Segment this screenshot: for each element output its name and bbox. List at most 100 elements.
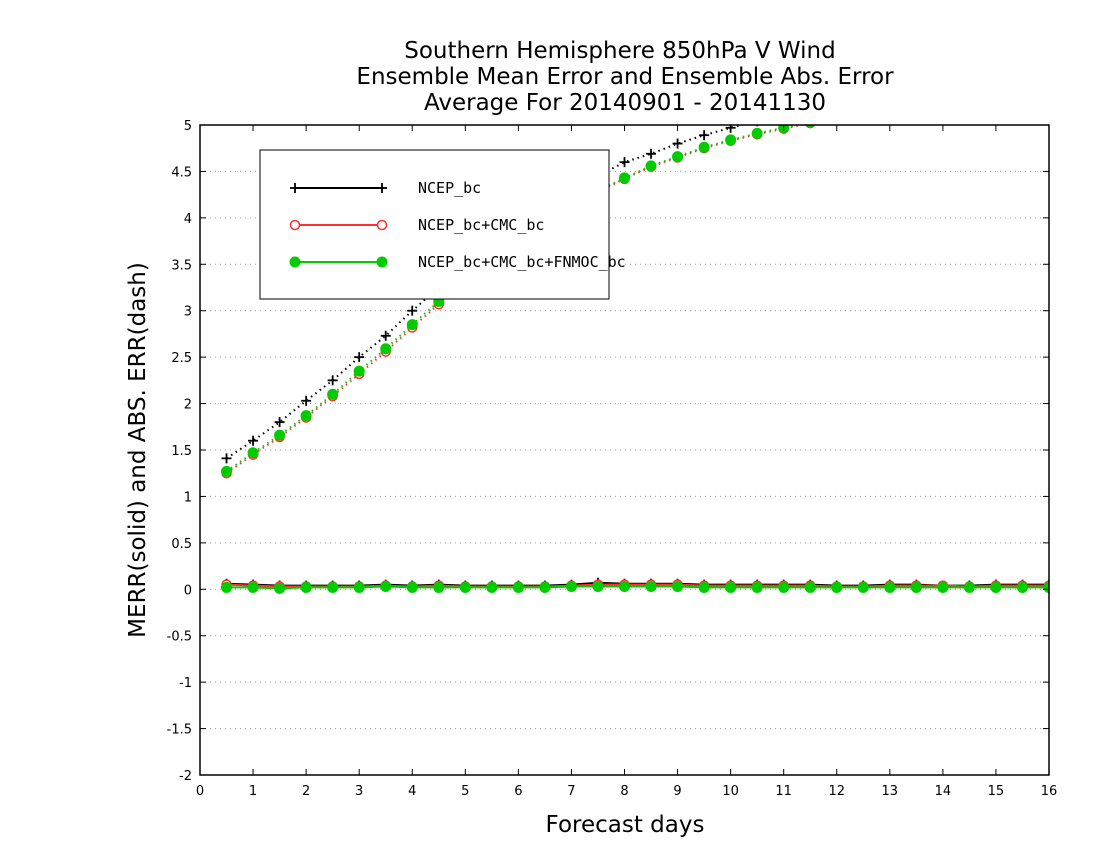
legend-marker [377,183,387,193]
abs-err-point [938,94,948,104]
x-tick-label: 13 [882,784,899,799]
merr-point [327,581,339,593]
abs-err-point [1044,67,1054,77]
abs-err-point [619,172,630,184]
abs-err-point [646,148,657,159]
legend-marker [376,219,388,231]
abs-err-point [964,78,974,88]
legend-label: NCEP_bc+CMC_bc [418,216,544,234]
x-tick-label: 2 [302,784,310,799]
y-tick-label: 2 [184,398,192,413]
merr-point [353,581,365,593]
abs-err-point [938,82,948,92]
legend-item: NCEP_bc+CMC_bc+FNMOC_bc [289,253,626,271]
y-tick-label: 3 [184,305,192,320]
chart-title: Southern Hemisphere 850hPa V Wind Ensemb… [356,38,894,116]
abs-err-point [221,465,233,477]
abs-err-point [248,435,259,446]
abs-err-point [672,138,683,149]
x-tick-label: 3 [355,784,363,799]
abs-err-point [911,98,921,108]
abs-err-point [832,113,841,122]
merr-point [672,581,684,592]
x-tick-label: 16 [1041,784,1058,799]
merr-point [751,581,763,593]
x-tick-label: 15 [988,784,1005,799]
abs-err-point [247,447,259,459]
merr-point [1016,581,1028,593]
x-tick-label: 12 [828,784,845,799]
merr-point [698,581,710,593]
abs-err-point [858,107,868,117]
abs-err-point [353,365,365,377]
chart-title-line-1: Southern Hemisphere 850hPa V Wind [404,38,835,64]
abs-err-point [221,453,232,464]
abs-err-point [912,99,921,108]
legend-item: NCEP_bc+CMC_bc [289,216,544,234]
merr-point [247,581,259,593]
abs-err-point [1018,84,1027,93]
abs-err-point [964,90,974,100]
legend-marker [290,183,300,193]
abs-err-point [938,95,947,104]
merr-line [226,585,1049,590]
abs-err-point [274,417,285,428]
abs-err-point [1017,83,1027,93]
y-tick-label: 4.5 [171,165,192,180]
x-tick-label: 14 [935,784,952,799]
abs-err-point [406,319,418,331]
x-tick-label: 4 [408,784,416,799]
merr-point [725,581,737,593]
abs-err-point [885,90,895,100]
abs-err-point [885,104,894,113]
merr-point [486,581,498,593]
merr-point [990,581,1002,593]
abs-err-point [832,100,842,110]
y-tick-label: 3.5 [171,258,192,273]
abs-err-point [991,88,1000,97]
legend-marker [376,256,388,268]
chart-title-line-3: Average For 20140901 - 20141130 [424,90,826,116]
abs-err-point [672,151,684,163]
y-tick-label: 1.5 [171,444,192,459]
merr-point [831,581,843,593]
merr-point [910,581,922,593]
abs-err-point [911,87,921,97]
x-tick-label: 10 [722,784,739,799]
legend-item: NCEP_bc [290,179,481,197]
merr-point [274,582,286,594]
merr-point [380,581,392,592]
x-tick-label: 9 [673,784,681,799]
merr-point [884,581,896,593]
merr-point [963,581,975,593]
y-tick-label: 0.5 [171,537,192,552]
abs-err-point [274,429,286,441]
abs-err-point [1045,81,1054,90]
merr-point [300,581,312,593]
abs-err-point [380,330,391,341]
abs-err-point [885,102,895,112]
x-tick-label: 8 [620,784,628,799]
y-tick-label: -2 [179,769,192,784]
merr-point [539,581,551,593]
abs-err-point [991,87,1001,97]
axis-ticks: -2-1.5-1-0.500.511.522.533.544.550 1 2 3 4 5 6… [167,119,1058,799]
x-tick-label: 11 [775,784,792,799]
merr-point [221,581,233,593]
abs-err-point [300,410,312,422]
merr-point [592,581,604,592]
merr-point [512,581,524,593]
merr-point [857,581,869,593]
y-tick-label: 5 [184,119,192,134]
x-tick-label: 6 [514,784,522,799]
abs-err-point [699,130,710,141]
merr-point [645,581,657,592]
legend-marker [289,256,301,268]
abs-err-point [301,395,312,406]
series-0 [221,67,1054,591]
merr-point [565,581,577,592]
abs-err-point [698,141,710,153]
abs-err-point [407,305,418,316]
abs-err-point [354,352,365,363]
chart-title-line-2: Ensemble Mean Error and Ensemble Abs. Er… [356,64,894,90]
